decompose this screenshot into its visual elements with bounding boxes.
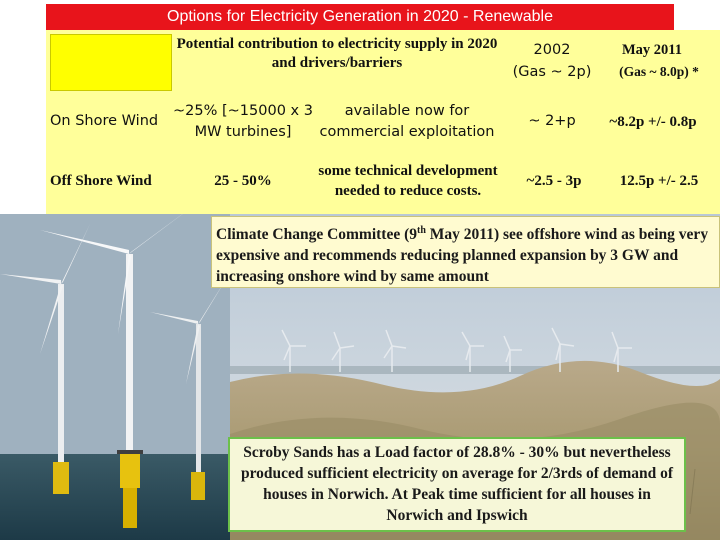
- onshore-cost-2002: ~ 2+p: [528, 113, 576, 129]
- offshore-potential: 25 - 50%: [214, 172, 272, 189]
- header-potential: Potential contribution to electricity su…: [176, 36, 498, 71]
- offshore-drivers: some technical development needed to red…: [318, 163, 498, 199]
- callout-text-part1: Climate Change Committee (9: [216, 226, 418, 244]
- onshore-potential: ~25% [~15000 x 3 MW turbines]: [173, 103, 313, 140]
- header-2011-gas: (Gas ~ 8.0p) *: [619, 64, 699, 79]
- offshore-cost-2002: ~2.5 - 3p: [526, 172, 582, 189]
- row-label-offshore: Off Shore Wind: [50, 172, 152, 189]
- header-2002-year: 2002: [533, 42, 571, 58]
- climate-committee-note: Climate Change Committee (9th May 2011) …: [211, 216, 720, 288]
- scroby-sands-caption: Scroby Sands has a Load factor of 28.8% …: [228, 437, 686, 532]
- row-label-onshore: On Shore Wind: [50, 113, 159, 129]
- header-2002-gas: (Gas ~ 2p): [512, 64, 592, 80]
- offshore-cost-2011: 12.5p +/- 2.5: [619, 172, 699, 189]
- callout-superscript: th: [417, 225, 426, 236]
- slide-title: Options for Electricity Generation in 20…: [46, 4, 674, 30]
- header-corner-cell: [50, 34, 172, 91]
- onshore-drivers: available now for commercial exploitatio…: [319, 103, 495, 140]
- callout-text-part2: May 2011) see offshore wind as being ver…: [216, 226, 709, 286]
- header-2011-year: May 2011: [621, 41, 682, 58]
- onshore-cost-2011: ~8.2p +/- 0.8p: [609, 113, 697, 130]
